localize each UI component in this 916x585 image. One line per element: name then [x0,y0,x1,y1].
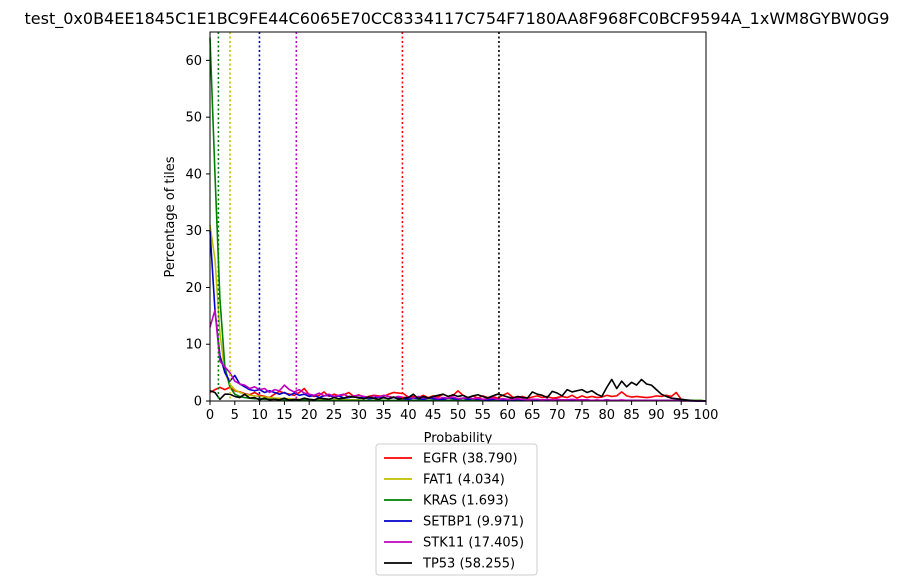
legend-items: EGFR (38.790) FAT1 (4.034) KRAS (1.693) SET… [384,452,524,572]
x-tick-label-3: 15 [276,408,293,423]
x-tick-label-4: 20 [301,408,318,423]
y-axis-label: Percentage of tiles [163,156,178,277]
x-axis-label: Probability [424,431,493,446]
x-tick-label-16: 80 [599,408,616,423]
legend-label-2: KRAS (1.693) [423,494,509,509]
series-line-0 [209,386,706,402]
x-tick-label-11: 55 [475,408,492,423]
legend-label-4: STK11 (17.405) [423,536,524,551]
x-tick-label-6: 30 [351,408,368,423]
x-tick-label-17: 85 [623,408,640,423]
x-tick-label-5: 25 [326,408,343,423]
legend-label-5: TP53 (58.255) [422,557,515,572]
x-tick-label-19: 95 [673,408,690,423]
series-line-5 [209,378,706,402]
legend-frame [375,443,538,576]
plot-area [209,31,707,402]
legend-label-3: SETBP1 (9.971) [423,515,524,530]
plot-frame [209,31,707,402]
x-tick-label-0: 0 [206,408,214,423]
x-tick-label-10: 50 [450,408,467,423]
y-tick-label-3: 30 [185,224,202,239]
chart-title: test_0x0B4EE1845C1E1BC9FE44C6065E70CC833… [25,9,890,29]
legend: EGFR (38.790) FAT1 (4.034) KRAS (1.693) SET… [375,443,538,576]
x-tick-label-20: 100 [694,408,719,423]
x-tick-label-14: 70 [549,408,566,423]
y-axis: 0 10 20 30 40 50 60 [185,54,210,410]
x-tick-label-9: 45 [425,408,442,423]
x-tick-label-18: 90 [648,408,665,423]
y-tick-label-4: 40 [185,167,202,182]
series-line-4 [209,309,706,402]
x-tick-label-15: 75 [574,408,591,423]
series-line-2 [209,37,707,402]
y-tick-label-6: 60 [185,54,202,69]
x-tick-label-13: 65 [524,408,541,423]
x-tick-label-12: 60 [499,408,516,423]
x-axis: 0 5 10 15 20 25 30 35 40 45 50 55 60 65 70 75 80 85 90 95 10… [206,401,719,423]
series-lines [209,37,707,402]
y-tick-label-5: 50 [185,111,202,126]
x-tick-label-1: 5 [231,408,239,423]
y-tick-label-1: 10 [185,338,202,353]
y-tick-label-2: 20 [185,281,202,296]
legend-label-0: EGFR (38.790) [423,452,518,467]
series-line-1 [209,224,707,402]
legend-label-1: FAT1 (4.034) [423,473,505,488]
x-tick-label-7: 35 [375,408,392,423]
x-tick-label-2: 10 [251,408,268,423]
y-tick-label-0: 0 [194,395,202,410]
threshold-lines [217,32,500,401]
series-line-3 [209,230,706,402]
x-tick-label-8: 40 [400,408,417,423]
